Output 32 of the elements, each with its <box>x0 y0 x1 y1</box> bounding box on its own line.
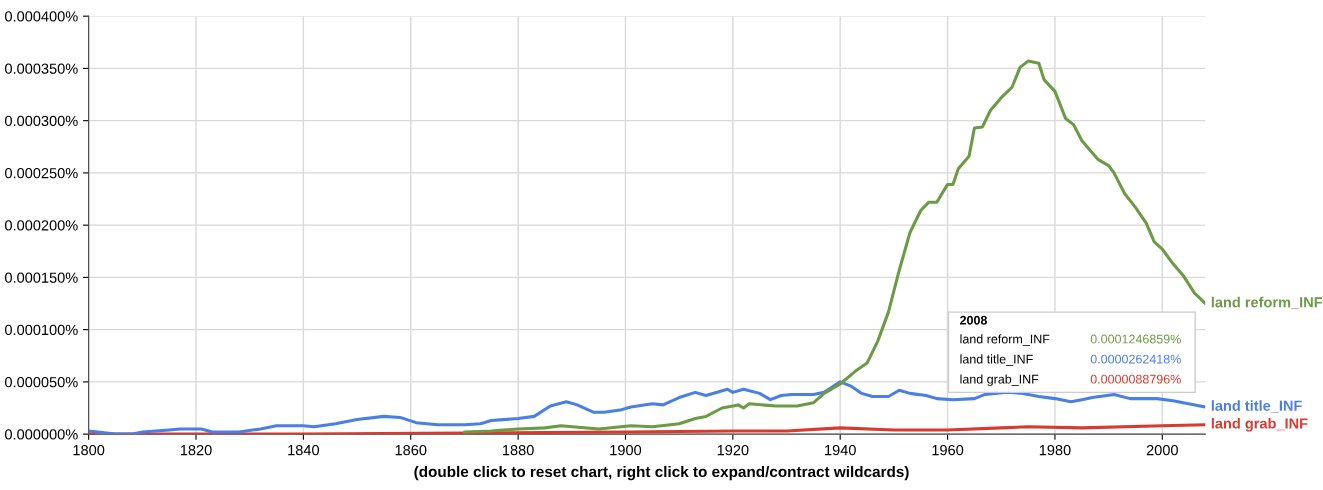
y-tick-label: 0.000150% <box>5 272 78 283</box>
annotation: 0.0000088796% <box>1090 374 1181 384</box>
y-tick-label: 0.000050% <box>5 376 78 388</box>
y-tick-label: 0.000300% <box>5 115 78 127</box>
x-tick-label: 1800 <box>73 444 105 456</box>
y-tick-label: 0.000000% <box>5 429 78 440</box>
x-tick-label: 1820 <box>180 444 212 456</box>
x-tick-label: 1920 <box>717 444 749 456</box>
x-tick-label: 1840 <box>288 444 320 456</box>
annotation: 0.0000262418% <box>1090 354 1181 364</box>
y-tick-label: 0.000200% <box>5 220 78 231</box>
x-tick-label: 1940 <box>825 444 856 456</box>
annotation: 2008 <box>960 315 988 325</box>
y-tick-label: 0.000350% <box>5 63 78 74</box>
annotation: land title_INF <box>960 354 1033 366</box>
x-tick-label: 1900 <box>610 444 642 456</box>
x-tick-label: 2000 <box>1146 444 1178 456</box>
y-tick-label: 0.000100% <box>5 324 78 336</box>
x-tick-label: 1860 <box>395 444 427 456</box>
x-tick-label: 1980 <box>1039 444 1071 456</box>
series-label: land reform_INF <box>1211 296 1323 310</box>
annotation: land reform_INF <box>960 334 1050 346</box>
series-label: land grab_INF <box>1211 417 1308 432</box>
text: (double click to reset chart, right click to expand/contract wildcards) <box>414 465 909 481</box>
line-series <box>462 59 1206 434</box>
y-tick-label: 0.000250% <box>5 168 78 179</box>
y-tick-label: 0.000400% <box>5 11 78 22</box>
x-tick-label: 1880 <box>503 444 534 456</box>
annotation: 0.0001246859% <box>1090 334 1181 344</box>
annotation: land grab_INF <box>960 374 1039 387</box>
x-tick-label: 1960 <box>932 444 964 456</box>
series-label: land title_INF <box>1211 400 1302 413</box>
